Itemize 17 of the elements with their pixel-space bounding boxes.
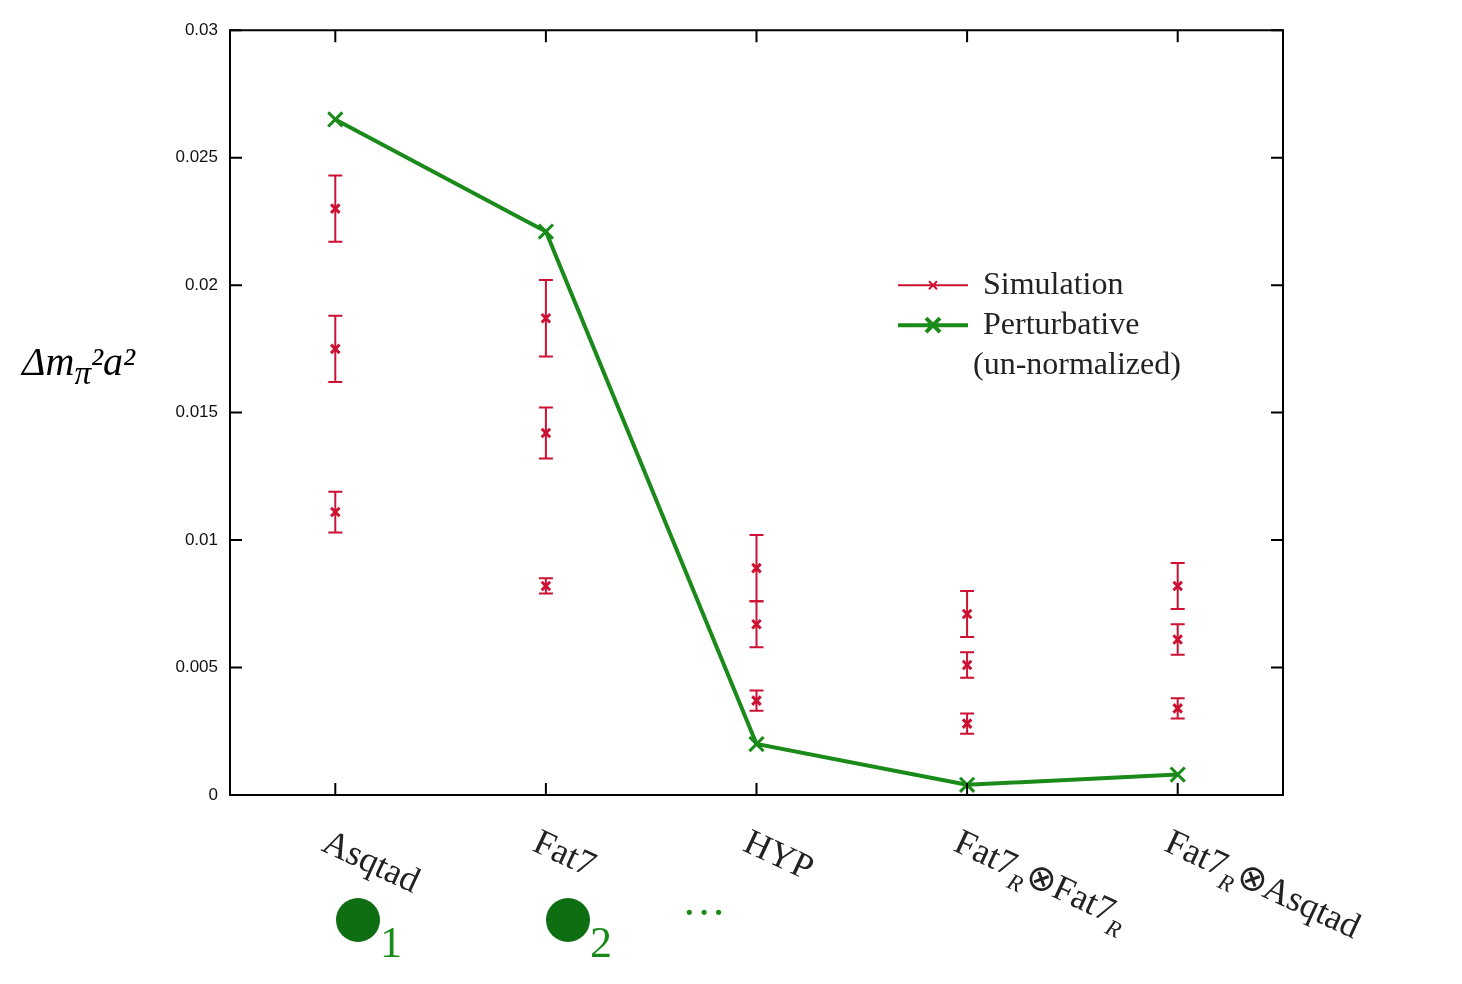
legend-label: Perturbative (un-normalized) [973,304,1181,381]
y-axis-title: Δm$_{π}$²a² [22,338,136,392]
text: 2 [590,918,612,967]
text: ··· [682,888,726,937]
y-tick-label: 0.015 [175,402,218,422]
x-tick-label: HYP [738,821,821,888]
legend-label: Simulation [983,264,1124,301]
y-tick-label: 0.01 [184,529,218,549]
x-tick-label: Asqtad [316,821,427,901]
text: 1 [380,918,402,967]
y-tick-label: 0.025 [175,147,218,167]
y-tick-label: 0 [208,784,218,804]
x-tick-label: Fat7R⊗Fat7R [948,821,1126,944]
y-tick-label: 0.03 [184,19,218,39]
x-tick-label: Fat7 [527,821,603,885]
y-tick-label: 0.02 [184,274,218,294]
y-tick-label: 0.005 [175,657,218,677]
